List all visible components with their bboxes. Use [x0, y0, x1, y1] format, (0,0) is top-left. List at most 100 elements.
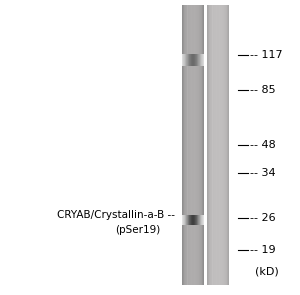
Bar [186, 215, 187, 225]
Bar [185, 215, 186, 225]
Bar [203, 54, 204, 66]
Bar [207, 5, 229, 285]
Bar [190, 5, 191, 285]
Bar [207, 5, 208, 285]
Bar [227, 5, 228, 285]
Bar [197, 5, 198, 285]
Bar [198, 5, 199, 285]
Bar [218, 5, 219, 285]
Bar [196, 5, 197, 285]
Bar [186, 54, 187, 66]
Bar [187, 5, 188, 285]
Bar [216, 5, 217, 285]
Bar [192, 5, 193, 285]
Bar [198, 215, 199, 225]
Bar [211, 5, 212, 285]
Bar [191, 54, 192, 66]
Text: (pSer19): (pSer19) [115, 225, 160, 235]
Bar [203, 215, 204, 225]
Bar [182, 5, 204, 285]
Text: (kD): (kD) [255, 267, 279, 277]
Bar [182, 215, 183, 225]
Bar [192, 5, 193, 285]
Bar [194, 54, 195, 66]
Bar [198, 54, 199, 66]
Bar [221, 5, 222, 285]
Bar [202, 54, 203, 66]
Bar [200, 5, 201, 285]
Bar [199, 54, 200, 66]
Bar [199, 215, 200, 225]
Text: -- 85: -- 85 [250, 85, 276, 95]
Text: -- 34: -- 34 [250, 168, 276, 178]
Bar [193, 5, 194, 285]
Bar [196, 215, 197, 225]
Bar [193, 215, 194, 225]
Bar [187, 215, 188, 225]
Bar [184, 5, 185, 285]
Bar [222, 5, 223, 285]
Bar [201, 5, 202, 285]
Bar [187, 54, 188, 66]
Bar [182, 5, 183, 285]
Bar [203, 5, 204, 285]
Bar [190, 54, 191, 66]
Bar [185, 54, 186, 66]
Bar [186, 5, 187, 285]
Text: -- 19: -- 19 [250, 245, 276, 255]
Bar [188, 54, 189, 66]
Bar [208, 5, 209, 285]
Bar [183, 5, 184, 285]
Bar [212, 5, 213, 285]
Bar [228, 5, 229, 285]
Bar [201, 54, 202, 66]
Bar [196, 54, 197, 66]
Bar [192, 215, 193, 225]
Bar [191, 215, 192, 225]
Bar [217, 5, 218, 285]
Bar [202, 5, 203, 285]
Bar [188, 215, 189, 225]
Bar [213, 5, 214, 285]
Bar [193, 5, 194, 285]
Bar [209, 5, 210, 285]
Bar [183, 54, 184, 66]
Bar [194, 215, 195, 225]
Bar [189, 5, 190, 285]
Bar [192, 54, 193, 66]
Bar [196, 54, 197, 66]
Bar [182, 54, 183, 66]
Bar [189, 54, 190, 66]
Bar [202, 215, 203, 225]
Bar [214, 5, 215, 285]
Bar [189, 215, 190, 225]
Bar [190, 215, 191, 225]
Text: -- 26: -- 26 [250, 213, 276, 223]
Text: -- 117: -- 117 [250, 50, 283, 60]
Bar [219, 5, 220, 285]
Bar [225, 5, 226, 285]
Bar [185, 5, 186, 285]
Text: -- 48: -- 48 [250, 140, 276, 150]
Bar [196, 215, 197, 225]
Bar [194, 5, 195, 285]
Bar [195, 54, 196, 66]
Bar [217, 5, 218, 285]
Bar [200, 215, 201, 225]
Bar [202, 5, 203, 285]
Bar [193, 54, 194, 66]
Bar [195, 5, 196, 285]
Bar [223, 5, 224, 285]
Bar [197, 215, 198, 225]
Bar [201, 215, 202, 225]
Bar [210, 5, 211, 285]
Bar [183, 215, 184, 225]
Bar [184, 215, 185, 225]
Bar [197, 54, 198, 66]
Bar [224, 5, 225, 285]
Bar [202, 54, 203, 66]
Text: CRYAB/Crystallin-a-B --: CRYAB/Crystallin-a-B -- [57, 210, 175, 220]
Bar [195, 215, 196, 225]
Bar [215, 5, 216, 285]
Bar [220, 5, 221, 285]
